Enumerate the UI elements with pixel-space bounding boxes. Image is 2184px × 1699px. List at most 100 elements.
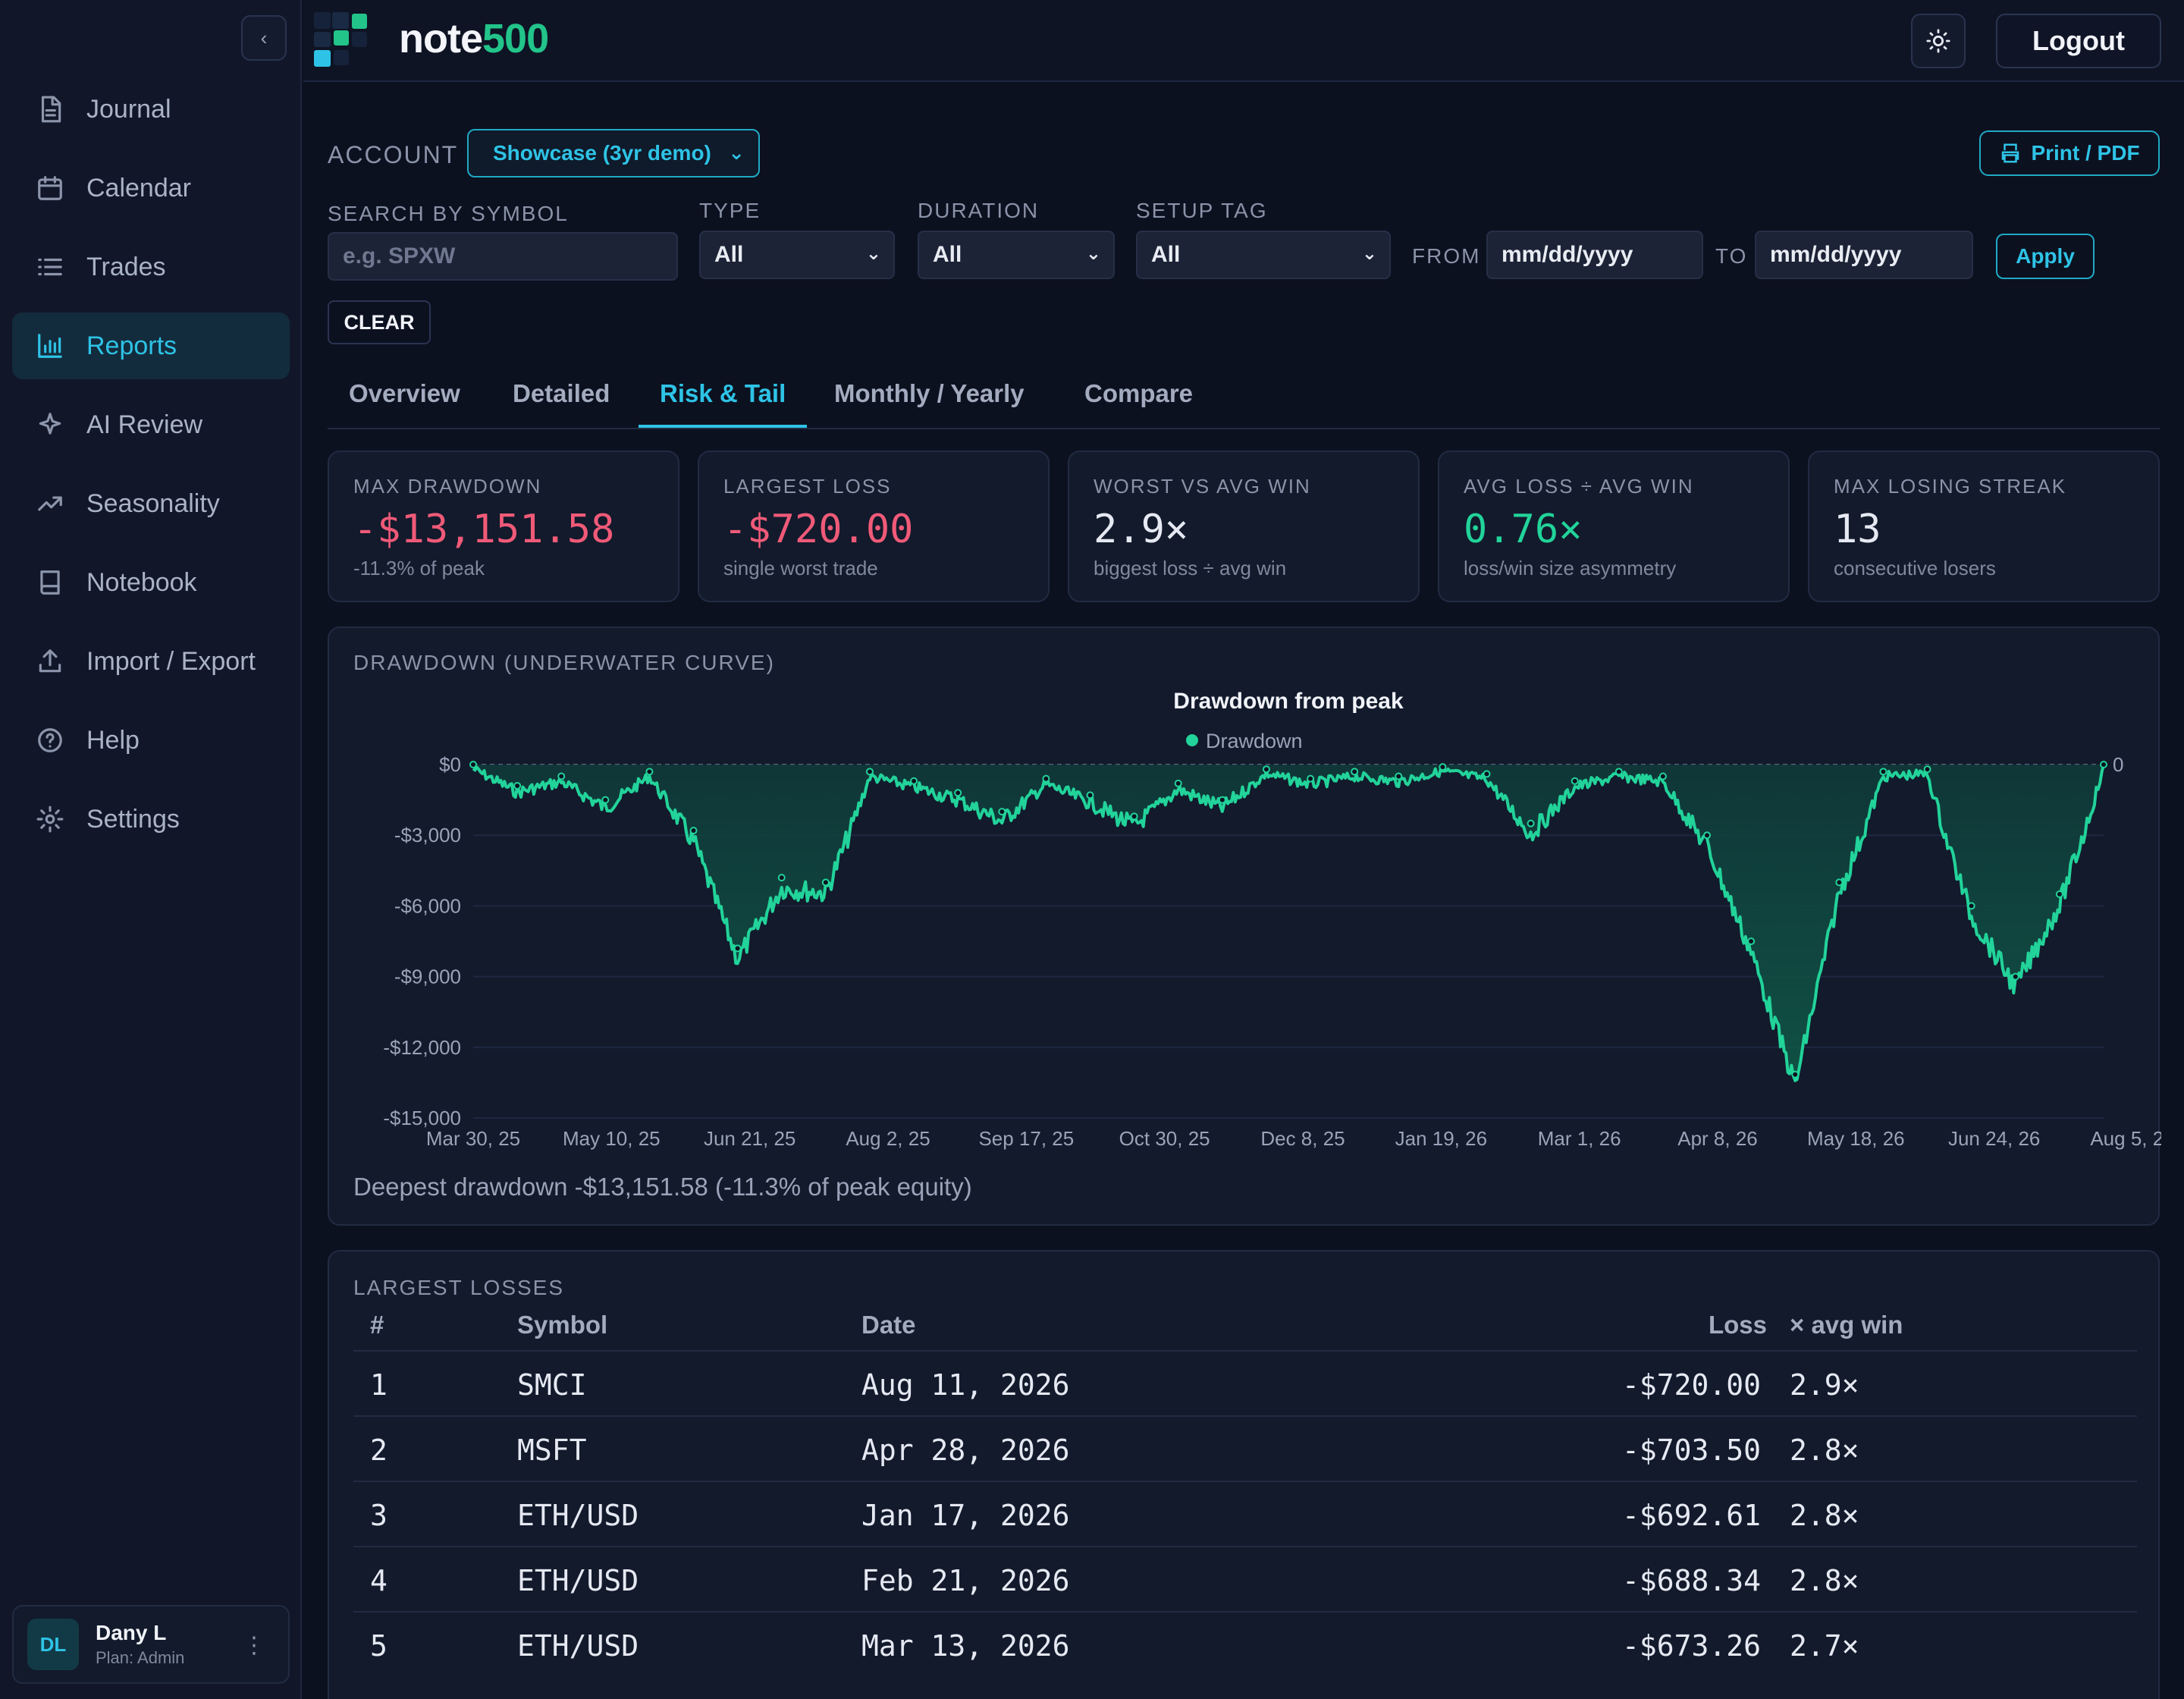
- upload-icon: [33, 645, 67, 678]
- list-icon: [33, 250, 67, 284]
- print-pdf-button[interactable]: Print / PDF: [1979, 130, 2160, 176]
- cell-symbol: ETH/USD: [517, 1629, 639, 1663]
- user-card[interactable]: DL Dany L Plan: Admin ⋮: [12, 1605, 290, 1684]
- table-row[interactable]: 4 ETH/USD Feb 21, 2026 -$688.34 2.8×: [353, 1546, 2137, 1611]
- data-point: [1174, 779, 1182, 787]
- cell-date: Apr 28, 2026: [861, 1434, 1070, 1467]
- x-tick-label: Mar 30, 25: [426, 1127, 520, 1150]
- col-header-loss: Loss: [1708, 1311, 1767, 1339]
- tab-compare[interactable]: Compare: [1084, 379, 1194, 407]
- sidebar-item-import-export[interactable]: Import / Export: [12, 628, 290, 695]
- theme-toggle-button[interactable]: [1911, 14, 1966, 68]
- sidebar-item-ai-review[interactable]: AI Review: [12, 391, 290, 458]
- stat-sub: loss/win size asymmetry: [1464, 557, 1677, 579]
- data-point: [910, 777, 918, 785]
- table-row[interactable]: 2 MSFT Apr 28, 2026 -$703.50 2.8×: [353, 1415, 2137, 1481]
- search-input[interactable]: e.g. SPXW: [328, 232, 678, 281]
- type-select[interactable]: All ⌄: [699, 231, 895, 279]
- col-header-avg-win: × avg win: [1790, 1311, 1903, 1339]
- largest-losses-card: LARGEST LOSSES # Symbol Date Loss × avg …: [328, 1250, 2160, 1699]
- tab-detailed[interactable]: Detailed: [513, 379, 610, 407]
- logout-button[interactable]: Logout: [1996, 14, 2161, 68]
- data-point: [645, 768, 654, 776]
- data-point: [1307, 774, 1315, 783]
- data-point: [1703, 831, 1712, 840]
- sidebar-item-label: Reports: [86, 331, 177, 360]
- help-icon: [33, 724, 67, 757]
- x-tick-label: Sep 17, 25: [978, 1127, 1074, 1150]
- tab-risk-tail[interactable]: Risk & Tail: [639, 379, 808, 428]
- table-row[interactable]: 1 SMCI Aug 11, 2026 -$720.00 2.9×: [353, 1350, 2137, 1415]
- x-tick-label: Aug 2, 25: [846, 1127, 930, 1150]
- to-date-input[interactable]: mm/dd/yyyy: [1755, 231, 1973, 279]
- legend-swatch: [1186, 734, 1198, 746]
- sidebar: ‹ Journal Calendar Trades Reports AI Rev…: [0, 0, 302, 1699]
- cell-loss: -$673.26: [1621, 1629, 1761, 1663]
- sidebar-item-trades[interactable]: Trades: [12, 234, 290, 300]
- data-point: [998, 808, 1006, 816]
- chevron-down-icon: ⌄: [1361, 243, 1377, 264]
- data-point: [1614, 768, 1623, 776]
- clear-button[interactable]: CLEAR: [328, 300, 431, 344]
- x-tick-label: Jun 21, 25: [704, 1127, 795, 1150]
- data-point: [1262, 765, 1270, 774]
- data-point: [1747, 937, 1756, 945]
- sidebar-item-journal[interactable]: Journal: [12, 76, 290, 143]
- sidebar-item-reports[interactable]: Reports: [12, 312, 290, 379]
- search-label: SEARCH BY SYMBOL: [328, 202, 569, 225]
- tab-overview[interactable]: Overview: [349, 379, 460, 407]
- cell-num: 1: [370, 1368, 388, 1402]
- tab-monthly-yearly[interactable]: Monthly / Yearly: [834, 379, 1025, 407]
- sidebar-item-seasonality[interactable]: Seasonality: [12, 470, 290, 537]
- chevron-down-icon: ⌄: [728, 141, 745, 164]
- account-select[interactable]: Showcase (3yr demo) ⌄: [467, 129, 760, 177]
- sidebar-item-help[interactable]: Help: [12, 707, 290, 774]
- data-point: [1571, 777, 1579, 785]
- data-point: [2011, 972, 2019, 981]
- right-axis-label: 0: [2113, 753, 2123, 776]
- data-point: [1130, 812, 1138, 821]
- x-tick-label: Mar 1, 26: [1538, 1127, 1621, 1150]
- data-point: [513, 781, 522, 790]
- data-point: [1879, 768, 1887, 776]
- chevron-left-icon: ‹: [260, 26, 268, 49]
- from-date-input[interactable]: mm/dd/yyyy: [1486, 231, 1703, 279]
- data-point: [1218, 796, 1226, 804]
- collapse-sidebar-button[interactable]: ‹: [241, 15, 287, 61]
- table-row[interactable]: 3 ETH/USD Jan 17, 2026 -$692.61 2.8×: [353, 1481, 2137, 1546]
- duration-select[interactable]: All ⌄: [918, 231, 1115, 279]
- cell-ratio: 2.8×: [1790, 1434, 1859, 1467]
- cell-symbol: ETH/USD: [517, 1499, 639, 1532]
- x-tick-label: Jan 19, 26: [1395, 1127, 1487, 1150]
- brand-name: note500: [399, 16, 549, 61]
- stat-sub: biggest loss ÷ avg win: [1094, 557, 1287, 579]
- type-label: TYPE: [699, 199, 761, 222]
- data-point: [1658, 772, 1667, 780]
- cell-num: 3: [370, 1499, 388, 1532]
- drawdown-chart[interactable]: Drawdown from peak Drawdown $0 -$3,000 -$6,0…: [329, 628, 2161, 1159]
- apply-button[interactable]: Apply: [1996, 234, 2095, 279]
- calendar-icon: [33, 171, 67, 205]
- y-tick-label: -$3,000: [394, 824, 461, 846]
- cell-num: 4: [370, 1564, 388, 1597]
- more-vertical-icon[interactable]: ⋮: [243, 1633, 265, 1658]
- sidebar-item-settings[interactable]: Settings: [12, 786, 290, 853]
- setup-tag-select[interactable]: All ⌄: [1136, 231, 1391, 279]
- x-tick-label: Aug 5, 26: [2090, 1127, 2161, 1150]
- data-point: [1967, 902, 1975, 910]
- sidebar-item-notebook[interactable]: Notebook: [12, 549, 290, 616]
- stat-sub: single worst trade: [723, 557, 878, 579]
- table-row[interactable]: 5 ETH/USD Mar 13, 2026 -$673.26 2.7×: [353, 1611, 2137, 1676]
- stat-card-largest-loss: LARGEST LOSS -$720.00 single worst trade: [698, 451, 1050, 602]
- sidebar-item-calendar[interactable]: Calendar: [12, 155, 290, 221]
- sparkle-icon: [33, 408, 67, 441]
- report-tabs: Overview Detailed Risk & Tail Monthly / …: [328, 370, 2160, 429]
- col-header-symbol: Symbol: [517, 1311, 608, 1339]
- from-label: FROM: [1412, 244, 1481, 268]
- sidebar-item-label: AI Review: [86, 410, 203, 439]
- account-select-value: Showcase (3yr demo): [493, 141, 711, 165]
- legend-label: Drawdown: [1206, 730, 1303, 752]
- cell-loss: -$692.61: [1621, 1499, 1761, 1532]
- gear-icon: [33, 802, 67, 836]
- stat-card-worst-vs-avg-win: WORST VS AVG WIN 2.9× biggest loss ÷ avg…: [1068, 451, 1420, 602]
